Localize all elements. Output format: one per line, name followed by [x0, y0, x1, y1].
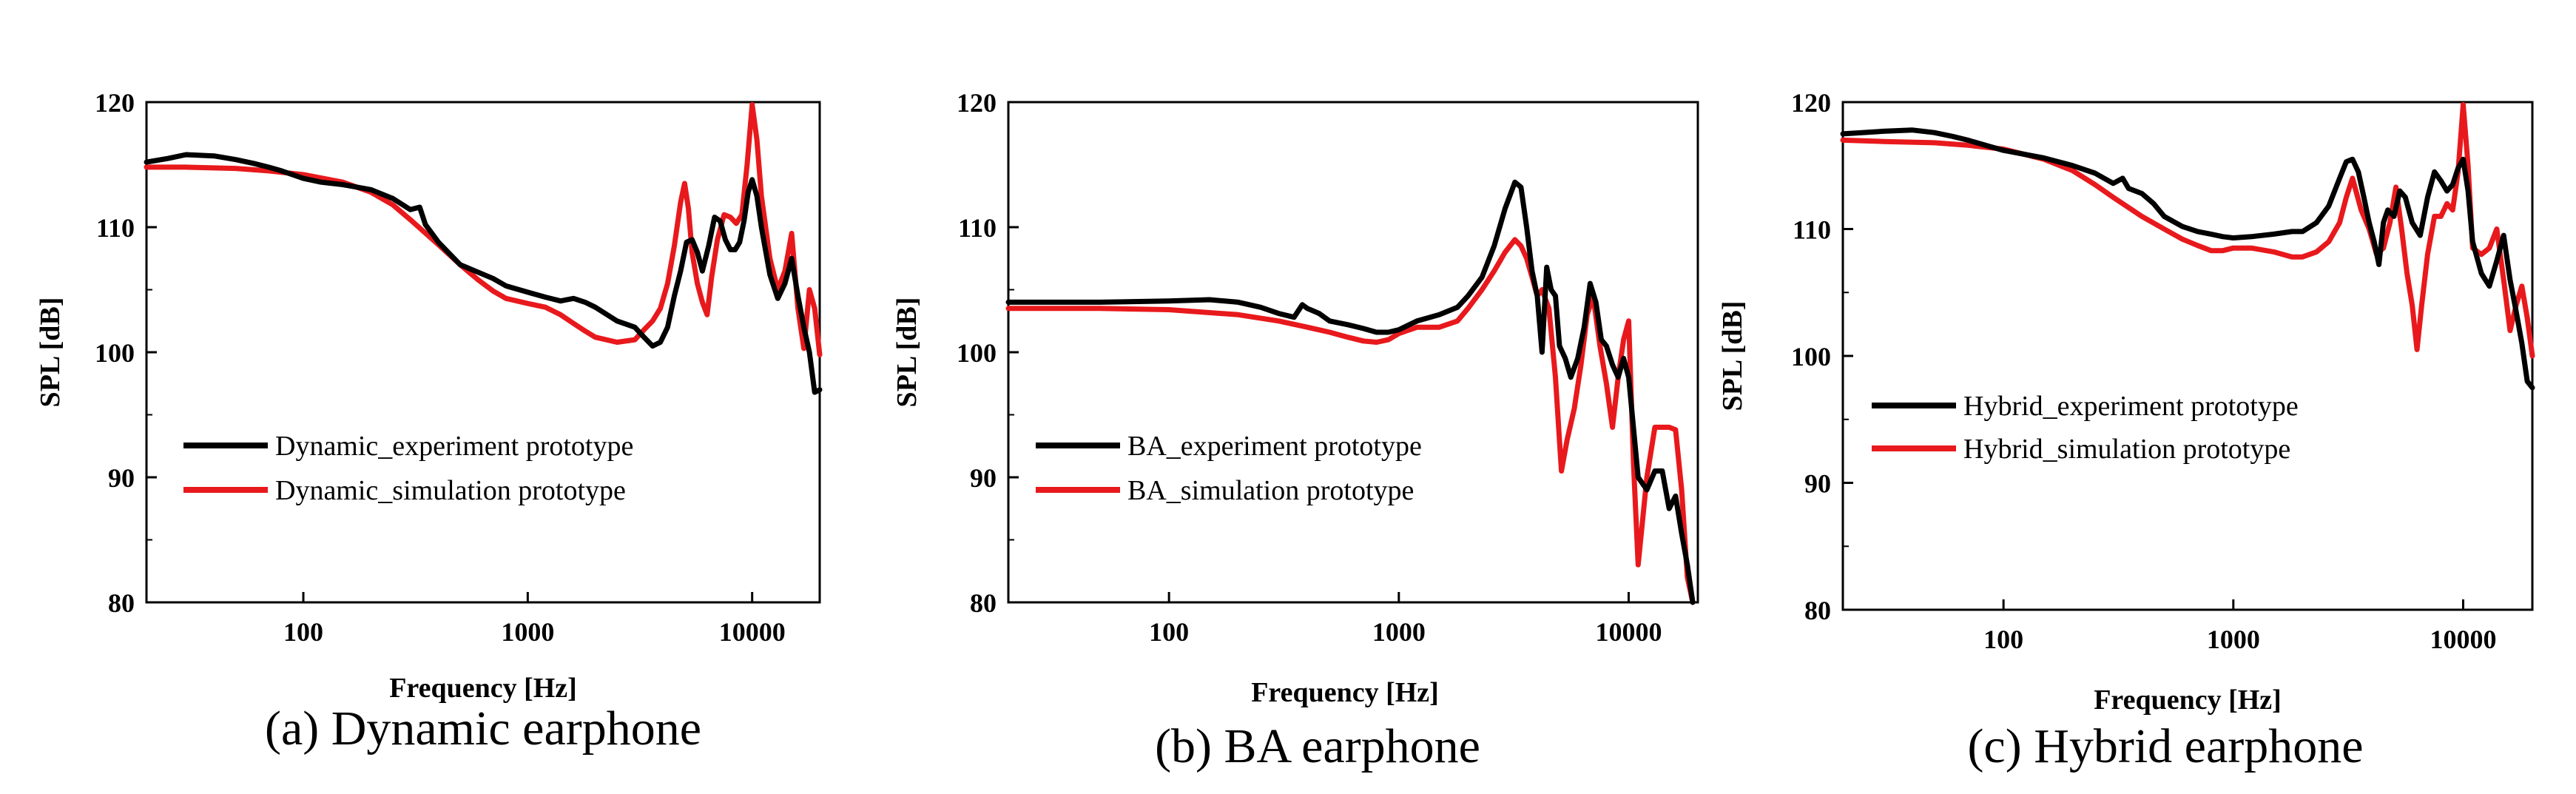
x-tick-label: 1000: [1372, 617, 1426, 647]
y-ticks: 80 90 100 110 120: [957, 88, 1019, 618]
series-line-experiment: [1005, 179, 1696, 605]
x-tick-label: 10000: [1595, 617, 1662, 647]
data-series: [144, 101, 823, 395]
y-tick-label: 90: [970, 463, 997, 493]
y-tick-label: 90: [108, 463, 135, 493]
legend: Dynamic_experiment prototype Dynamic_sim…: [183, 431, 633, 506]
x-tick-label: 100: [1149, 617, 1189, 647]
y-tick-label: 90: [1804, 469, 1831, 499]
legend: Hybrid_experiment prototype Hybrid_simul…: [1872, 391, 2299, 465]
y-tick-label: 80: [1804, 596, 1831, 625]
plot-frame: [1007, 101, 1699, 604]
x-axis-label: Frequency [Hz]: [1251, 677, 1439, 708]
legend-label-simulation: Hybrid_simulation prototype: [1963, 434, 2290, 465]
y-tick-label: 100: [1791, 342, 1831, 371]
chart-panel-dynamic: 80 90 100 110 120 100 1000 10000 Frequency [Hz…: [35, 88, 823, 756]
chart-panel-ba: 80 90 100 110 120 100 1000 10000 Frequency [Hz…: [891, 88, 1699, 773]
y-tick-label: 100: [95, 338, 135, 368]
y-tick-label: 110: [958, 213, 997, 243]
x-axis-label: Frequency [Hz]: [2094, 684, 2282, 716]
panel-caption: (a) Dynamic earphone: [265, 702, 701, 756]
legend-label-simulation: Dynamic_simulation prototype: [275, 475, 626, 506]
y-tick-label: 120: [957, 88, 997, 118]
panel-caption: (b) BA earphone: [1155, 719, 1480, 773]
y-tick-label: 110: [1793, 215, 1831, 245]
data-series: [1005, 179, 1696, 605]
y-tick-label: 120: [95, 88, 135, 118]
legend: BA_experiment prototype BA_simulation pr…: [1036, 431, 1422, 506]
legend-label-experiment: Dynamic_experiment prototype: [275, 431, 633, 462]
y-axis-label: SPL [dB]: [891, 297, 923, 408]
panel-caption: (c) Hybrid earphone: [1967, 719, 2363, 773]
x-tick-label: 1000: [2207, 625, 2260, 654]
y-tick-label: 120: [1791, 88, 1831, 118]
plot-frame: [1841, 101, 2534, 611]
legend-label-experiment: BA_experiment prototype: [1127, 431, 1422, 462]
series-line-experiment: [1840, 127, 2535, 391]
y-tick-label: 80: [970, 588, 997, 618]
x-tick-label: 10000: [719, 617, 786, 647]
legend-label-experiment: Hybrid_experiment prototype: [1963, 391, 2299, 422]
legend-label-simulation: BA_simulation prototype: [1127, 475, 1414, 506]
x-tick-label: 100: [1983, 625, 2023, 654]
x-axis-label: Frequency [Hz]: [389, 673, 577, 704]
y-tick-label: 100: [957, 338, 997, 368]
y-ticks: 80 90 100 110 120: [1791, 88, 1853, 625]
chart-panel-hybrid: 80 90 100 110 120 100 1000 10000 Frequency [Hz…: [1717, 88, 2535, 773]
y-tick-label: 110: [96, 213, 135, 243]
x-ticks: 100 1000 10000: [283, 592, 786, 647]
plot-frame: [145, 101, 821, 604]
series-line-experiment: [144, 152, 823, 395]
y-axis-label: SPL [dB]: [1717, 301, 1748, 411]
series-line-simulation: [1005, 237, 1696, 605]
x-tick-label: 100: [283, 617, 323, 647]
y-axis-label: SPL [dB]: [35, 297, 66, 408]
y-tick-label: 80: [108, 588, 135, 618]
x-ticks: 100 1000 10000: [1149, 592, 1662, 647]
x-ticks: 100 1000 10000: [1983, 599, 2496, 654]
data-series: [1840, 101, 2535, 391]
y-ticks: 80 90 100 110 120: [95, 88, 157, 618]
series-line-simulation: [144, 101, 823, 357]
x-tick-label: 10000: [2430, 625, 2496, 654]
x-tick-label: 1000: [501, 617, 554, 647]
